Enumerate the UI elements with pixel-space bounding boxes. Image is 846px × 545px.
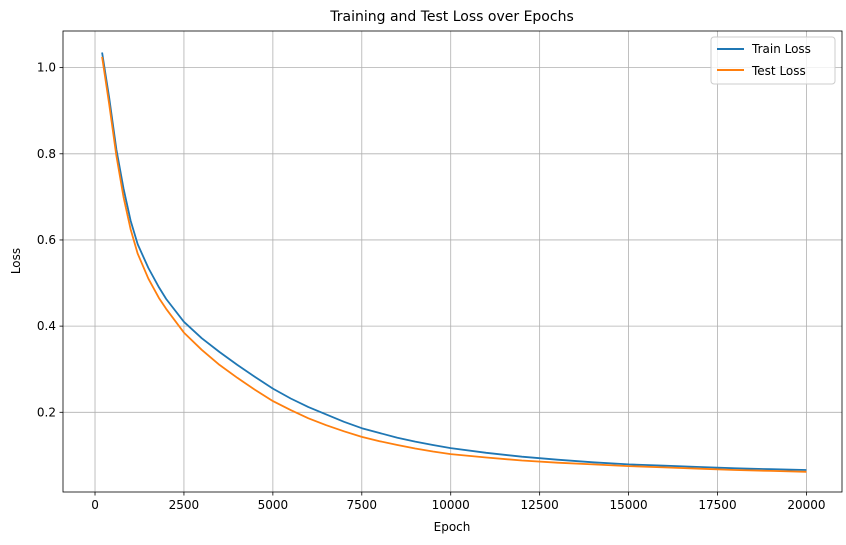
legend: Train Loss Test Loss: [710, 36, 836, 85]
x-tick-label: 17500: [698, 498, 736, 512]
y-tick-label: 0.8: [37, 147, 56, 161]
y-tick-label: 0.2: [37, 405, 56, 419]
x-axis-label: Epoch: [434, 520, 471, 534]
x-tick-label: 0: [91, 498, 99, 512]
y-tick-label: 1.0: [37, 61, 56, 75]
y-tick-label: 0.4: [37, 319, 56, 333]
x-tick-label: 2500: [169, 498, 200, 512]
plot-frame: [62, 30, 843, 493]
y-axis-ticks: 0.2 0.4 0.6 0.8 1.0: [37, 61, 63, 419]
x-tick-label: 12500: [521, 498, 559, 512]
legend-label-train: Train Loss: [751, 42, 811, 56]
y-axis-label: Loss: [9, 248, 23, 274]
x-tick-label: 10000: [432, 498, 470, 512]
legend-label-test: Test Loss: [751, 64, 806, 78]
chart-title: Training and Test Loss over Epochs: [329, 9, 574, 25]
x-tick-label: 15000: [609, 498, 647, 512]
x-tick-label: 5000: [258, 498, 289, 512]
x-axis-ticks: 0 2500 5000 7500 10000 12500 15000 17500 20000: [91, 492, 826, 512]
x-tick-label: 7500: [347, 498, 378, 512]
grid: [63, 31, 842, 492]
test-loss-line: [101, 56, 807, 473]
y-tick-label: 0.6: [37, 233, 56, 247]
x-tick-label: 20000: [787, 498, 825, 512]
series-lines: [101, 52, 807, 473]
train-loss-line: [101, 52, 807, 471]
